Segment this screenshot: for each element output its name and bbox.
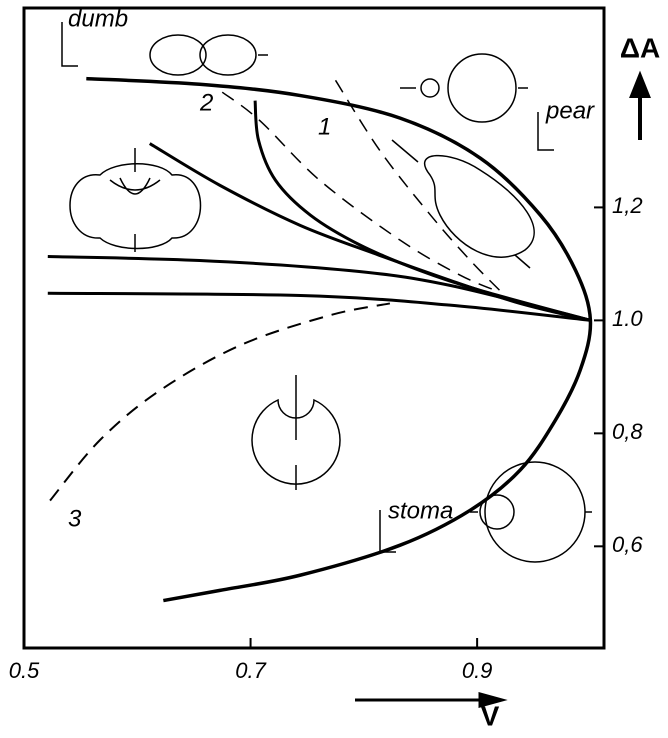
curve	[334, 79, 501, 291]
annotation: 3	[68, 505, 82, 532]
curve	[221, 91, 501, 293]
curve	[86, 76, 593, 603]
plot-frame	[22, 6, 606, 650]
x-tick-label: 0.9	[462, 658, 493, 683]
annotation: stoma	[388, 497, 453, 524]
curve	[47, 291, 591, 322]
y-tick-label: 0,8	[612, 419, 643, 444]
annotation: 2	[199, 89, 213, 116]
y-tick-label: 1,2	[612, 193, 643, 218]
annotation: pear	[545, 97, 595, 124]
curve	[49, 302, 391, 502]
annotation: dumb	[68, 5, 128, 32]
y-axis-label: ΔA	[620, 32, 660, 63]
x-tick-label: 0.5	[9, 658, 40, 683]
y-arrow	[629, 70, 651, 140]
curve	[47, 255, 591, 322]
annotation: 1	[318, 113, 331, 140]
curve	[253, 100, 591, 322]
y-tick-label: 1.0	[612, 306, 643, 331]
x-axis-label: V	[481, 700, 500, 731]
bracket	[537, 112, 554, 151]
y-tick-label: 0,6	[612, 532, 643, 557]
x-arrow	[355, 692, 508, 708]
shape-icons	[69, 34, 592, 563]
x-tick-label: 0.7	[235, 658, 266, 683]
bracket	[61, 22, 78, 67]
